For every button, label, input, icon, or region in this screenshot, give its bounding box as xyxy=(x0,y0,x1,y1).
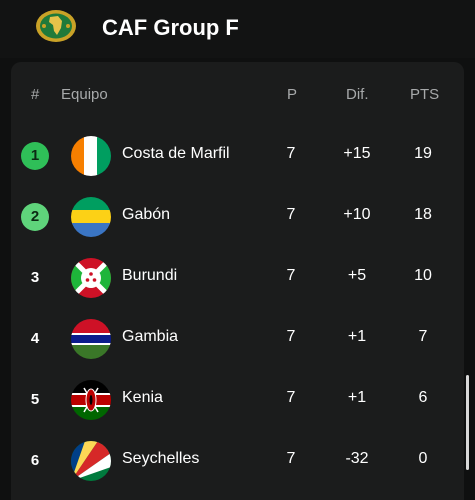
diff-value: +15 xyxy=(343,145,371,162)
table-row[interactable]: 1 Costa de Marfil 7 +15 19 xyxy=(11,125,464,186)
points-value: 7 xyxy=(418,328,428,345)
points-value: 10 xyxy=(414,267,432,284)
played-value: 7 xyxy=(286,206,296,223)
rank-badge: 3 xyxy=(30,269,40,286)
diff-value: +1 xyxy=(347,389,367,406)
diff-value: +10 xyxy=(343,206,371,223)
column-header-points: PTS xyxy=(410,86,440,103)
diff-value: -32 xyxy=(345,450,369,467)
column-header-played: P xyxy=(287,86,298,103)
played-value: 7 xyxy=(286,450,296,467)
rank-badge: 5 xyxy=(30,391,40,408)
played-value: 7 xyxy=(286,389,296,406)
column-header-diff: Dif. xyxy=(346,86,369,103)
team-name: Gabón xyxy=(122,206,171,223)
rank-badge: 4 xyxy=(30,330,40,347)
diff-value: +1 xyxy=(347,328,367,345)
played-value: 7 xyxy=(286,328,296,345)
table-row[interactable]: 4 Gambia 7 +1 7 xyxy=(11,308,464,369)
diff-value: +5 xyxy=(347,267,367,284)
table-row[interactable]: 3 Burundi 7 +5 10 xyxy=(11,247,464,308)
scrollbar[interactable] xyxy=(466,375,469,470)
team-name: Kenia xyxy=(122,389,163,406)
played-value: 7 xyxy=(286,145,296,162)
team-name: Costa de Marfil xyxy=(122,145,230,162)
gambia-flag-icon xyxy=(71,319,111,359)
rank-badge: 6 xyxy=(30,452,40,469)
team-name: Seychelles xyxy=(122,450,200,467)
table-row[interactable]: 5 Kenia 7 +1 6 xyxy=(11,369,464,430)
points-value: 6 xyxy=(418,389,428,406)
rank-badge: 2 xyxy=(21,203,49,231)
team-name: Gambia xyxy=(122,328,179,345)
points-value: 18 xyxy=(414,206,432,223)
rank-badge: 1 xyxy=(21,142,49,170)
caf-logo-icon xyxy=(35,9,77,43)
column-header-team: Equipo xyxy=(61,86,108,103)
points-value: 0 xyxy=(418,450,428,467)
table-row[interactable]: 2 Gabón 7 +10 18 xyxy=(11,186,464,247)
points-value: 19 xyxy=(414,145,432,162)
team-name: Burundi xyxy=(122,267,178,284)
seychelles-flag-icon xyxy=(71,441,111,481)
page-title: CAF Group F xyxy=(102,15,239,40)
played-value: 7 xyxy=(286,267,296,284)
app-header: CAF Group F xyxy=(0,0,475,58)
kenya-flag-icon xyxy=(71,380,111,420)
ivory-coast-flag-icon xyxy=(71,136,111,176)
table-row[interactable]: 6 Seychelles 7 -32 0 xyxy=(11,430,464,491)
gabon-flag-icon xyxy=(71,197,111,237)
burundi-flag-icon xyxy=(71,258,111,298)
column-header-rank: # xyxy=(31,86,40,103)
